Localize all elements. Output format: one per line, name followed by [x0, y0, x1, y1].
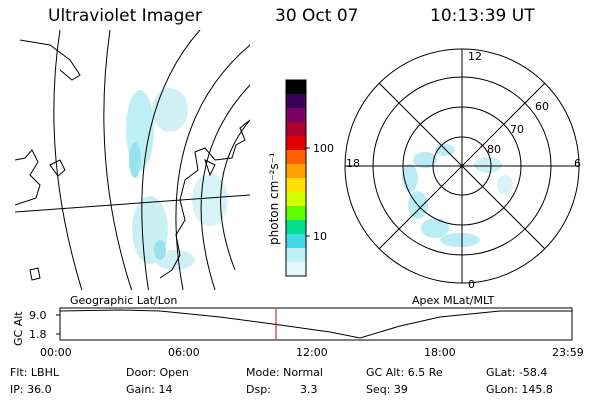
colorbar-unit: photon cm⁻²s⁻¹ — [267, 152, 281, 245]
colorbar-band — [286, 220, 306, 235]
mlat-label-80: 80 — [487, 143, 501, 156]
colorbar-band — [286, 192, 306, 207]
mlt-label-0: 0 — [468, 278, 475, 291]
mlt-label-6: 6 — [574, 157, 581, 170]
colorbar-tick-100: 100 — [313, 142, 334, 155]
lat-circle-2 — [103, 30, 133, 290]
timeline-xtick-0000: 00:00 — [40, 346, 72, 359]
info-glat: GLat: -58.4 — [486, 366, 548, 379]
colorbar-band — [286, 80, 306, 95]
colorbar-band — [286, 164, 306, 179]
coastline-island-3 — [204, 159, 216, 177]
altitude-curve — [59, 309, 572, 339]
coastline-east — [159, 119, 250, 279]
meridian-line — [15, 194, 250, 213]
colorbar-band — [286, 248, 306, 263]
colorbar-band — [286, 108, 306, 123]
date-label: 30 Oct 07 — [275, 6, 359, 26]
mlat-label-60: 60 — [535, 100, 549, 113]
info-filter: Flt: LBHL — [10, 366, 59, 379]
timeline-y-label: GC Alt — [12, 311, 25, 346]
lat-circle-1 — [53, 30, 83, 290]
info-ip: IP: 36.0 — [10, 383, 52, 396]
mlt-label-12: 12 — [468, 50, 482, 63]
timeline-xtick-1800: 18:00 — [424, 346, 456, 359]
lat-circle-5 — [200, 84, 250, 290]
timeline-xtick-1200: 12:00 — [296, 346, 328, 359]
map-projection-label: Geographic Lat/Lon — [70, 294, 178, 307]
timeline-ytick-9: 9.0 — [29, 309, 47, 322]
aurora-oval — [402, 144, 513, 247]
info-seq: Seq: 39 — [366, 383, 408, 396]
colorbar-band — [286, 150, 306, 165]
lat-circle-6 — [220, 119, 250, 271]
colorbar-band — [286, 136, 306, 151]
colorbar-band — [286, 206, 306, 221]
colorbar-band — [286, 122, 306, 137]
info-glon: GLon: 145.8 — [486, 383, 553, 396]
polar-diagonal-2 — [378, 82, 546, 250]
coastline-island-1 — [49, 159, 66, 177]
timeline-xtick-2359: 23:59 — [552, 346, 584, 359]
info-dsp-label: Dsp: — [246, 383, 271, 396]
colorbar-band — [286, 94, 306, 109]
info-gain: Gain: 14 — [126, 383, 173, 396]
mlat-label-70: 70 — [510, 123, 524, 136]
time-label: 10:13:39 UT — [430, 6, 535, 26]
coastline-west — [15, 149, 41, 206]
instrument-title: Ultraviolet Imager — [48, 6, 202, 26]
info-dsp-value: 3.3 — [300, 383, 318, 396]
coastline-north — [19, 39, 81, 81]
colorbar-band — [286, 234, 306, 249]
colorbar-tick-10: 10 — [313, 230, 327, 243]
timeline-xtick-0600: 06:00 — [168, 346, 200, 359]
polar-coords-label: Apex MLat/MLT — [412, 294, 495, 307]
info-gc-alt: GC Alt: 6.5 Re — [366, 366, 443, 379]
colorbar-band — [286, 178, 306, 193]
timeline-ytick-1.8: 1.8 — [29, 328, 47, 341]
mlt-label-18: 18 — [346, 157, 360, 170]
info-mode: Mode: Normal — [246, 366, 323, 379]
colorbar-band — [286, 262, 306, 277]
coastline-island-2 — [29, 267, 41, 281]
info-door: Door: Open — [126, 366, 189, 379]
lat-circle-3 — [141, 30, 201, 290]
